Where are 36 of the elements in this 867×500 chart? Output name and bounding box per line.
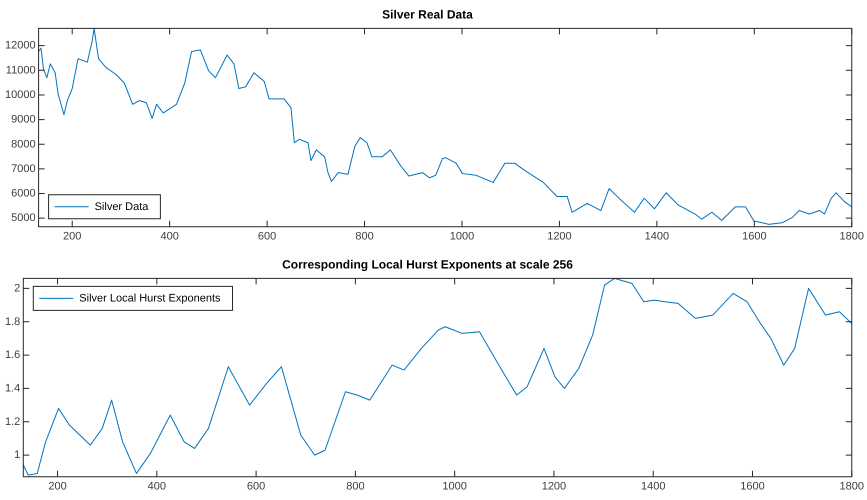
y-tick-label: 11000 [6,64,36,76]
x-tick-label: 800 [355,230,374,242]
x-tick-label: 1000 [450,230,474,242]
y-tick-label: 1 [14,449,20,462]
x-tick-label: 1200 [547,230,572,242]
y-tick-label: 2 [14,282,20,294]
y-tick-label: 7000 [11,162,36,175]
y-tick-label: 10000 [4,88,36,101]
legend-label: Silver Local Hurst Exponents [79,292,222,304]
x-tick-label: 1400 [640,480,666,492]
legend-label: Silver Data [94,200,150,213]
y-tick-label: 1.8 [4,316,20,328]
x-tick-label: 800 [346,480,365,492]
y-tick-label: 12000 [4,40,36,52]
y-tick-label: 1.4 [4,382,20,394]
x-tick-label: 200 [63,230,82,242]
x-tick-label: 1400 [644,230,670,242]
x-tick-label: 600 [258,230,276,242]
x-tick-label: 1800 [840,230,864,242]
chart-title: Corresponding Local Hurst Exponents at scale 256 [282,258,574,272]
x-tick-label: 1600 [740,480,765,492]
y-tick-label: 9000 [11,114,36,126]
x-tick-label: 1800 [840,480,864,492]
x-tick-label: 400 [148,480,166,492]
x-tick-label: 1600 [742,230,767,242]
y-tick-label: 1.6 [4,349,20,362]
x-tick-label: 200 [48,480,67,492]
chart-title: Silver Real Data [382,8,474,22]
x-tick-label: 1200 [542,480,566,492]
x-tick-label: 600 [246,480,266,492]
x-tick-label: 1000 [442,480,467,492]
y-tick-label: 8000 [11,138,36,150]
x-tick-label: 400 [160,230,179,242]
y-tick-label: 5000 [11,212,36,224]
y-tick-label: 1.2 [4,416,20,428]
y-tick-label: 6000 [11,188,36,200]
